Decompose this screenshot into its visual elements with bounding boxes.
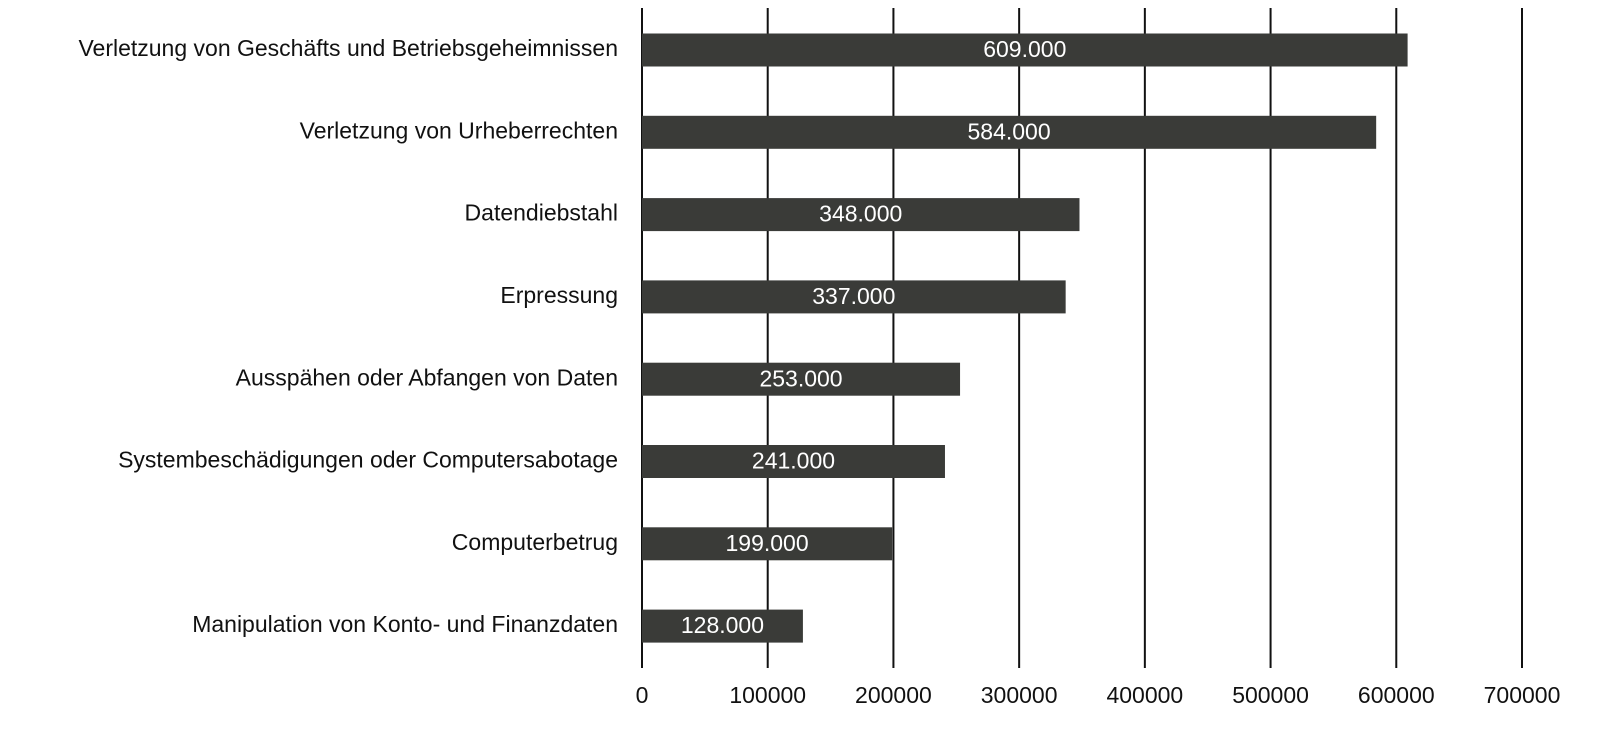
y-tick-label: Datendiebstahl	[465, 200, 618, 226]
y-tick-label: Manipulation von Konto- und Finanzdaten	[192, 611, 618, 637]
y-tick-label: Computerbetrug	[452, 529, 618, 555]
bar	[642, 362, 961, 396]
x-tick-label: 300000	[981, 682, 1058, 708]
x-tick-label: 500000	[1232, 682, 1309, 708]
x-tick-label: 700000	[1484, 682, 1561, 708]
bar	[642, 609, 803, 643]
value-label: 241.000	[752, 448, 835, 474]
x-tick-label: 200000	[855, 682, 932, 708]
y-tick-label: Ausspähen oder Abfangen von Daten	[236, 364, 618, 390]
value-label: 348.000	[819, 201, 902, 227]
value-label: 584.000	[968, 118, 1051, 144]
bar	[642, 527, 893, 561]
value-label: 199.000	[726, 530, 809, 556]
bar	[642, 280, 1066, 314]
y-tick-label: Verletzung von Urheberrechten	[300, 117, 618, 143]
x-tick-label: 0	[636, 682, 649, 708]
bar	[642, 33, 1408, 67]
y-tick-label: Erpressung	[500, 282, 618, 308]
y-tick-label: Verletzung von Geschäfts und Betriebsgeh…	[78, 35, 618, 61]
x-tick-label: 600000	[1358, 682, 1435, 708]
value-label: 337.000	[812, 283, 895, 309]
value-label: 128.000	[681, 612, 764, 638]
x-tick-label: 400000	[1106, 682, 1183, 708]
x-tick-label: 100000	[729, 682, 806, 708]
value-label: 253.000	[759, 365, 842, 391]
value-label: 609.000	[983, 36, 1066, 62]
y-tick-label: Systembeschädigungen oder Computersabota…	[118, 447, 618, 473]
bar	[642, 445, 945, 478]
bar	[642, 115, 1377, 149]
bar	[642, 198, 1080, 232]
